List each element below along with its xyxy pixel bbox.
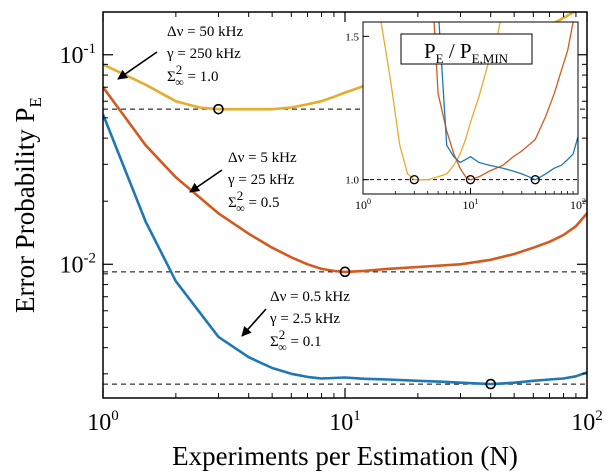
series-line-2 [103,86,587,274]
inset-y-tick-label: 1.0 [345,175,359,187]
inset-min-marker-1 [409,175,419,185]
annotation-arrow-1 [117,51,158,80]
annotation-arrow-2 [189,169,223,193]
annotation-sigma-2: Σ2 ∞ = 0.5 [228,188,280,215]
inset-axis-ticks: 100 101 102 1.0 1.5 [345,31,586,212]
y-axis-label: Error Probability PE [10,97,45,313]
min-marker-3 [485,378,496,390]
inset-min-marker-3 [530,175,540,185]
annotation-gamma-2: γ = 25 kHz [227,172,295,188]
annotation-sigma-3: Σ2 ∞ = 0.1 [270,327,322,354]
inset-x-tick-label: 100 [355,197,371,212]
inset-plot-area [363,22,578,185]
inset-title: PE / PE,MIN [424,39,509,66]
min-marker-2 [339,266,351,278]
inset-y-tick-label: 1.5 [345,31,359,43]
annotation-linewidth-1: Δν = 50 kHz [167,24,243,40]
inset-min-marker-2 [465,175,476,185]
annotation-gamma-3: γ = 2.5 kHz [269,311,340,327]
annotation-sigma-1: Σ2 ∞ = 1.0 [167,62,219,89]
inset-series-line-2 [433,22,574,181]
annotation-arrow-3 [241,308,267,337]
x-tick-label: 102 [571,408,603,436]
y-tick-label: 10-2 [60,250,97,278]
inset-x-tick-label: 101 [463,197,479,212]
min-marker-1 [213,103,224,115]
inset-series-line-1 [380,22,501,181]
annotation-linewidth-3: Δν = 0.5 kHz [270,289,350,305]
x-tick-label: 101 [329,408,361,436]
annotation-gamma-1: γ = 250 kHz [166,46,241,62]
inset-series-line-3 [438,22,578,181]
inset-x-tick-label: 102 [570,197,586,212]
x-tick-label: 100 [87,408,119,436]
annotation-linewidth-2: Δν = 5 kHz [228,150,297,166]
x-axis-label: Experiments per Estimation (N) [172,441,518,471]
inset-title-box [400,33,533,65]
main-axis-ticks: 100 101 102 10-2 10-1 [60,12,603,436]
series-line-3 [103,113,587,386]
y-tick-label: 10-1 [60,41,97,69]
